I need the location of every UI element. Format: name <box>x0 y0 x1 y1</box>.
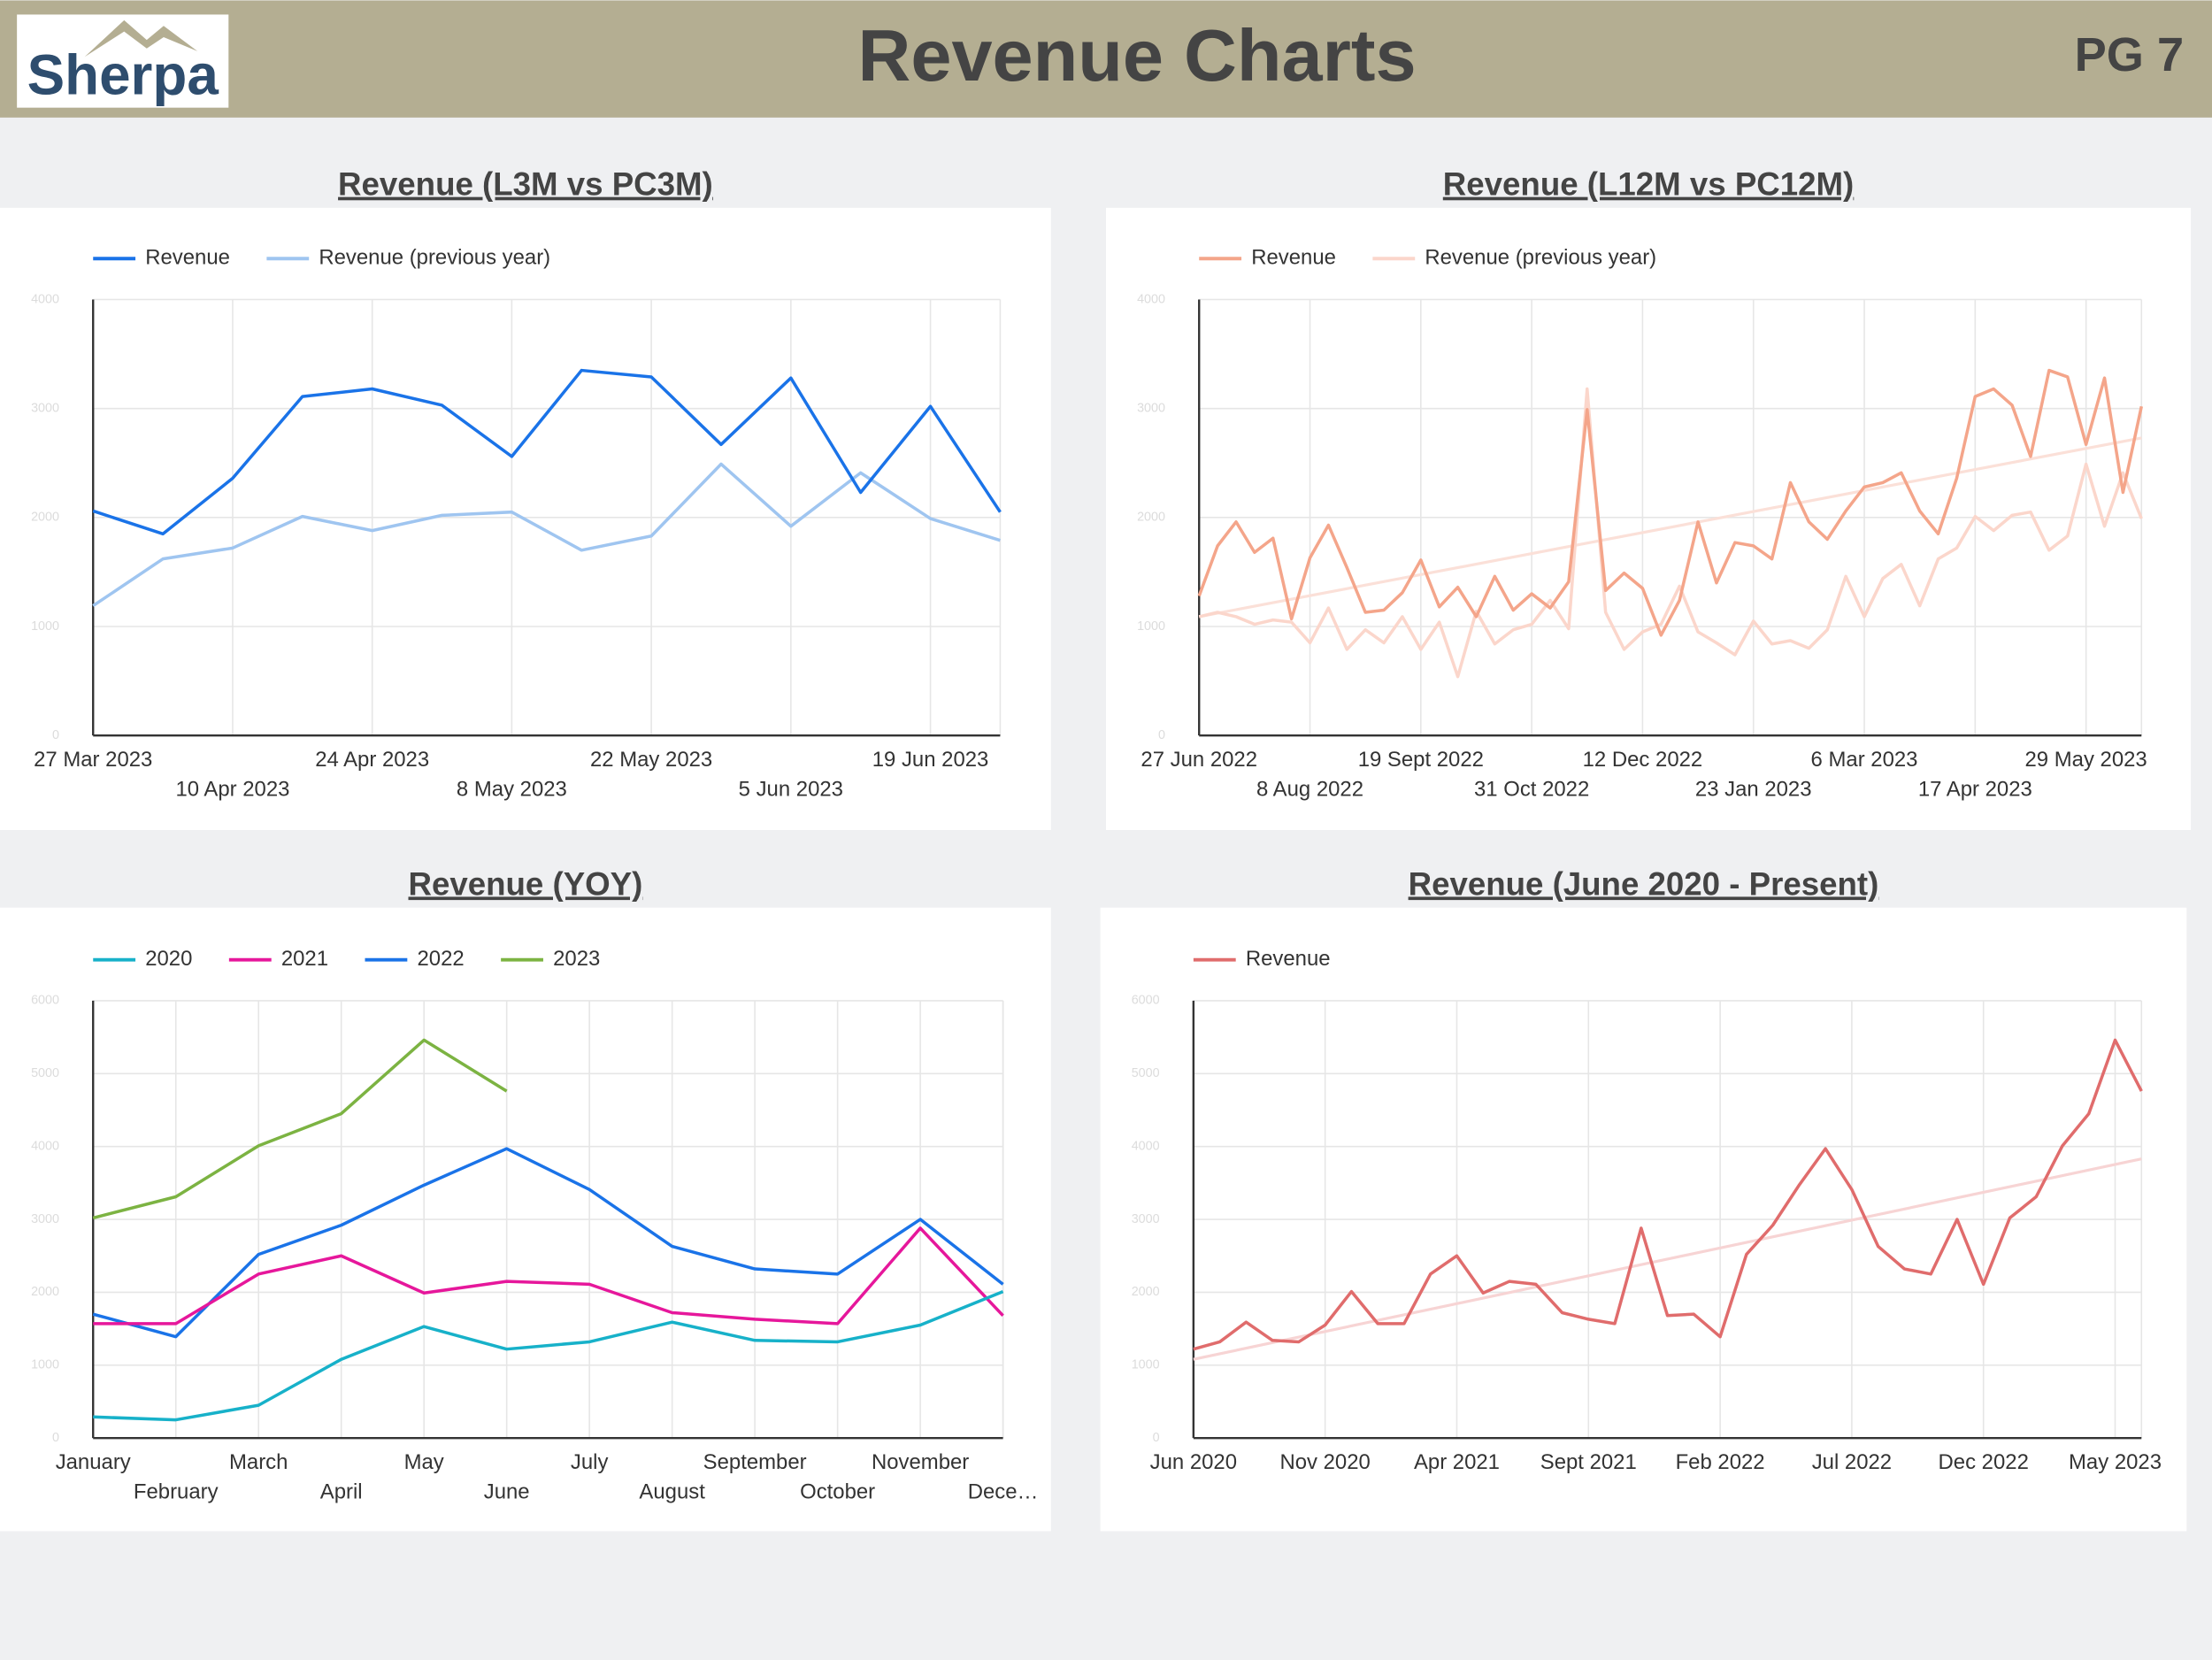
x-tick-label: 5 Jun 2023 <box>739 778 843 802</box>
page-title: Revenue Charts <box>858 14 1417 96</box>
y-tick-label: 6000 <box>31 994 59 1008</box>
series-line <box>1198 387 2143 679</box>
chart-title: Revenue (L3M vs PC3M) <box>338 166 713 203</box>
x-tick-label: January <box>56 1450 131 1474</box>
legend-label: 2020 <box>145 947 192 971</box>
x-tick-label: 31 Oct 2022 <box>1474 778 1589 802</box>
legend-label: Revenue <box>1246 947 1331 971</box>
header-bar <box>0 0 2212 118</box>
series-line <box>1197 368 2143 637</box>
x-tick-label: Nov 2020 <box>1279 1450 1370 1474</box>
y-tick-label: 4000 <box>31 1139 59 1153</box>
x-tick-label: 22 May 2023 <box>590 748 712 772</box>
x-tick-label: 24 Apr 2023 <box>315 748 429 772</box>
y-tick-label: 4000 <box>1137 292 1165 306</box>
series-line <box>93 1289 1004 1422</box>
x-tick-label: Dec 2022 <box>1939 1450 2029 1474</box>
x-tick-label: Jul 2022 <box>1812 1450 1892 1474</box>
y-tick-label: 2000 <box>1137 511 1165 525</box>
y-tick-label: 2000 <box>31 511 59 525</box>
y-tick-label: 2000 <box>31 1285 59 1299</box>
chart-panel <box>1106 207 2192 830</box>
x-tick-label: 19 Jun 2023 <box>872 748 989 772</box>
logo-text: Sherpa <box>27 43 219 107</box>
y-tick-label: 1000 <box>31 619 59 634</box>
legend-label: 2023 <box>553 947 600 971</box>
series-line <box>92 368 1002 536</box>
x-tick-label: 19 Sept 2022 <box>1358 748 1484 772</box>
legend-label: 2022 <box>417 947 464 971</box>
y-tick-label: 1000 <box>1137 619 1165 634</box>
x-tick-label: 10 Apr 2023 <box>175 778 289 802</box>
y-tick-label: 0 <box>52 728 59 742</box>
x-tick-label: Apr 2021 <box>1414 1450 1500 1474</box>
x-tick-label: July <box>571 1450 609 1474</box>
x-tick-label: 8 Aug 2022 <box>1256 778 1363 802</box>
x-tick-label: Feb 2022 <box>1676 1450 1765 1474</box>
series-line <box>92 462 1001 608</box>
y-tick-label: 0 <box>52 1431 59 1445</box>
y-tick-label: 0 <box>1158 728 1165 742</box>
series-line <box>93 1226 1004 1326</box>
x-tick-label: 29 May 2023 <box>2025 748 2147 772</box>
y-tick-label: 4000 <box>31 292 59 306</box>
series-line <box>92 1147 1004 1339</box>
y-tick-label: 1000 <box>31 1358 59 1372</box>
legend-label: Revenue <box>145 246 230 270</box>
x-tick-label: Jun 2020 <box>1150 1450 1237 1474</box>
legend-label: 2021 <box>281 947 328 971</box>
x-tick-label: May 2023 <box>2069 1450 2162 1474</box>
x-tick-label: 27 Mar 2023 <box>34 748 152 772</box>
x-tick-label: 27 Jun 2022 <box>1141 748 1257 772</box>
y-tick-label: 0 <box>1153 1431 1160 1445</box>
y-tick-label: 6000 <box>1132 994 1160 1008</box>
series-line <box>1193 1038 2143 1351</box>
x-tick-label: August <box>639 1480 705 1504</box>
logo-mountain <box>84 19 198 58</box>
y-tick-label: 3000 <box>1137 401 1165 415</box>
y-tick-label: 3000 <box>1132 1212 1160 1226</box>
legend-label: Revenue (previous year) <box>1425 246 1656 270</box>
y-tick-label: 2000 <box>1132 1285 1160 1299</box>
chart-title: Revenue (June 2020 - Present) <box>1409 865 1879 902</box>
x-tick-label: 6 Mar 2023 <box>1811 748 1918 772</box>
chart-title: Revenue (L12M vs PC12M) <box>1443 166 1854 203</box>
y-tick-label: 5000 <box>31 1066 59 1080</box>
x-tick-label: October <box>800 1480 875 1504</box>
x-tick-label: June <box>484 1480 530 1504</box>
series-line <box>92 1038 508 1220</box>
x-tick-label: March <box>229 1450 288 1474</box>
x-tick-label: February <box>134 1480 219 1504</box>
y-tick-label: 5000 <box>1132 1066 1160 1080</box>
x-tick-label: 12 Dec 2022 <box>1583 748 1703 772</box>
y-tick-label: 4000 <box>1132 1139 1160 1153</box>
x-tick-label: 23 Jan 2023 <box>1695 778 1812 802</box>
legend-label: Revenue <box>1251 246 1336 270</box>
x-tick-label: May <box>404 1450 444 1474</box>
x-tick-label: November <box>872 1450 969 1474</box>
y-tick-label: 1000 <box>1132 1358 1160 1372</box>
trendline <box>1193 1157 2142 1361</box>
x-tick-label: Dece… <box>968 1480 1039 1504</box>
x-tick-label: September <box>703 1450 807 1474</box>
x-tick-label: 17 Apr 2023 <box>1918 778 2032 802</box>
x-tick-label: April <box>320 1480 363 1504</box>
legend-label: Revenue (previous year) <box>319 246 550 270</box>
x-tick-label: Sept 2021 <box>1540 1450 1637 1474</box>
x-tick-label: 8 May 2023 <box>457 778 567 802</box>
chart-title: Revenue (YOY) <box>409 865 643 902</box>
page-number: PG 7 <box>2075 28 2184 81</box>
y-tick-label: 3000 <box>31 1212 59 1226</box>
y-tick-label: 3000 <box>31 401 59 415</box>
